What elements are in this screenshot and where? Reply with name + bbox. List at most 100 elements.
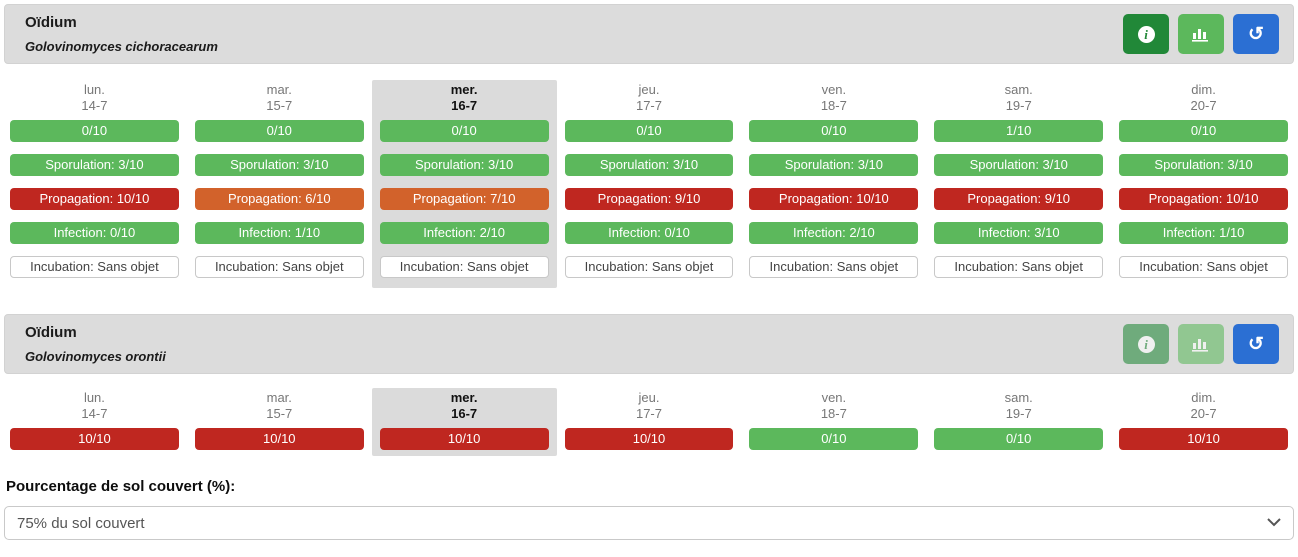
incubation-badge: Incubation: Sans objet [564, 256, 734, 278]
day-column-mer: mer. 16-7 10/10 [371, 388, 557, 456]
score-badge: 10/10 [1119, 428, 1288, 450]
day-date: 19-7 [1005, 98, 1032, 113]
day-name: mer. [450, 390, 478, 405]
info-circle-icon: i [1137, 25, 1155, 43]
infection-badge: Infection: 3/10 [934, 222, 1104, 244]
propagation-badge: Propagation: 10/10 [1119, 188, 1288, 210]
bar-chart-icon [1191, 28, 1208, 42]
info-button[interactable]: i [1123, 324, 1169, 364]
score-badge: 0/10 [749, 428, 919, 450]
day-name: dim. [1191, 82, 1216, 97]
infection-badge: Infection: 0/10 [10, 222, 179, 244]
info-circle-icon: i [1137, 335, 1155, 353]
day-column-ven: ven. 18-7 0/10 Sporulation: 3/10 Propaga… [741, 80, 926, 288]
panel-titles: Oïdium Golovinomyces cichoracearum [25, 14, 218, 55]
score-badge: 0/10 [749, 120, 919, 142]
history-icon: ↺ [1248, 23, 1264, 45]
disease-panel-orontii: Oïdium Golovinomyces orontii i ↺ lun. [0, 314, 1298, 456]
chart-button[interactable] [1178, 14, 1224, 54]
day-date: 20-7 [1190, 98, 1217, 113]
panel-header: Oïdium Golovinomyces cichoracearum i ↺ [4, 4, 1294, 64]
info-button[interactable]: i [1123, 14, 1169, 54]
sporulation-badge: Sporulation: 3/10 [379, 154, 549, 176]
propagation-badge: Propagation: 9/10 [934, 188, 1104, 210]
sporulation-badge: Sporulation: 3/10 [194, 154, 364, 176]
day-column-lun: lun. 14-7 0/10 Sporulation: 3/10 Propaga… [2, 80, 187, 288]
chart-button[interactable] [1178, 324, 1224, 364]
history-button[interactable]: ↺ [1233, 324, 1279, 364]
infection-badge: Infection: 2/10 [749, 222, 919, 244]
day-name: dim. [1191, 390, 1216, 405]
incubation-badge: Incubation: Sans objet [194, 256, 364, 278]
forecast-grid: lun. 14-7 0/10 Sporulation: 3/10 Propaga… [0, 80, 1298, 288]
score-badge: 0/10 [379, 120, 549, 142]
propagation-badge: Propagation: 10/10 [749, 188, 919, 210]
day-name: sam. [1004, 82, 1033, 97]
disease-panel-cichoracearum: Oïdium Golovinomyces cichoracearum i ↺ [0, 4, 1298, 288]
incubation-badge: Incubation: Sans objet [10, 256, 179, 278]
score-badge: 10/10 [194, 428, 364, 450]
soil-cover-label: Pourcentage de sol couvert (%): [6, 478, 236, 495]
panel-header: Oïdium Golovinomyces orontii i ↺ [4, 314, 1294, 374]
score-badge: 0/10 [194, 120, 364, 142]
propagation-badge: Propagation: 6/10 [194, 188, 364, 210]
soil-cover-select[interactable]: 75% du sol couvert [4, 506, 1294, 540]
forecast-grid: lun. 14-7 10/10 mar. 15-7 10/10 mer. 16-… [0, 388, 1298, 456]
infection-badge: Infection: 1/10 [194, 222, 364, 244]
disease-title: Oïdium [25, 13, 77, 31]
score-badge: 0/10 [1119, 120, 1288, 142]
day-name: mer. [450, 82, 478, 97]
day-column-sam: sam. 19-7 0/10 [926, 388, 1111, 456]
day-date: 16-7 [451, 406, 478, 421]
history-button[interactable]: ↺ [1233, 14, 1279, 54]
day-name: jeu. [638, 82, 660, 97]
score-badge: 0/10 [564, 120, 734, 142]
history-icon: ↺ [1248, 333, 1264, 355]
day-name: ven. [821, 390, 847, 405]
sporulation-badge: Sporulation: 3/10 [1119, 154, 1288, 176]
score-badge: 10/10 [10, 428, 179, 450]
panel-toolbar: i ↺ [1114, 324, 1279, 364]
day-date: 19-7 [1005, 406, 1032, 421]
day-date: 16-7 [451, 98, 478, 113]
sporulation-badge: Sporulation: 3/10 [934, 154, 1104, 176]
score-badge: 0/10 [10, 120, 179, 142]
incubation-badge: Incubation: Sans objet [749, 256, 919, 278]
propagation-badge: Propagation: 9/10 [564, 188, 734, 210]
score-badge: 10/10 [564, 428, 734, 450]
day-date: 15-7 [266, 98, 293, 113]
day-column-dim: dim. 20-7 0/10 Sporulation: 3/10 Propaga… [1111, 80, 1296, 288]
bar-chart-icon [1191, 338, 1208, 352]
incubation-badge: Incubation: Sans objet [379, 256, 549, 278]
disease-latin-name: Golovinomyces orontii [25, 348, 166, 364]
soil-cover-select-wrap: 75% du sol couvert [4, 506, 1294, 540]
score-badge: 1/10 [934, 120, 1104, 142]
day-name: ven. [821, 82, 847, 97]
day-column-mer: mer. 16-7 0/10 Sporulation: 3/10 Propaga… [371, 80, 557, 288]
day-date: 20-7 [1190, 406, 1217, 421]
score-badge: 10/10 [379, 428, 549, 450]
day-name: lun. [83, 82, 105, 97]
incubation-badge: Incubation: Sans objet [934, 256, 1104, 278]
sporulation-badge: Sporulation: 3/10 [749, 154, 919, 176]
day-column-mar: mar. 15-7 0/10 Sporulation: 3/10 Propaga… [187, 80, 372, 288]
day-column-jeu: jeu. 17-7 10/10 [557, 388, 742, 456]
disease-title: Oïdium [25, 323, 77, 341]
day-date: 18-7 [820, 98, 847, 113]
propagation-badge: Propagation: 10/10 [10, 188, 179, 210]
sporulation-badge: Sporulation: 3/10 [564, 154, 734, 176]
disease-latin-name: Golovinomyces cichoracearum [25, 38, 218, 54]
propagation-badge: Propagation: 7/10 [379, 188, 549, 210]
day-name: mar. [266, 390, 292, 405]
panel-toolbar: i ↺ [1114, 14, 1279, 54]
panel-titles: Oïdium Golovinomyces orontii [25, 324, 166, 365]
infection-badge: Infection: 0/10 [564, 222, 734, 244]
infection-badge: Infection: 1/10 [1119, 222, 1288, 244]
day-column-lun: lun. 14-7 10/10 [2, 388, 187, 456]
day-date: 14-7 [81, 406, 108, 421]
score-badge: 0/10 [934, 428, 1104, 450]
day-column-mar: mar. 15-7 10/10 [187, 388, 372, 456]
day-date: 14-7 [81, 98, 108, 113]
day-column-sam: sam. 19-7 1/10 Sporulation: 3/10 Propaga… [926, 80, 1111, 288]
infection-badge: Infection: 2/10 [379, 222, 549, 244]
